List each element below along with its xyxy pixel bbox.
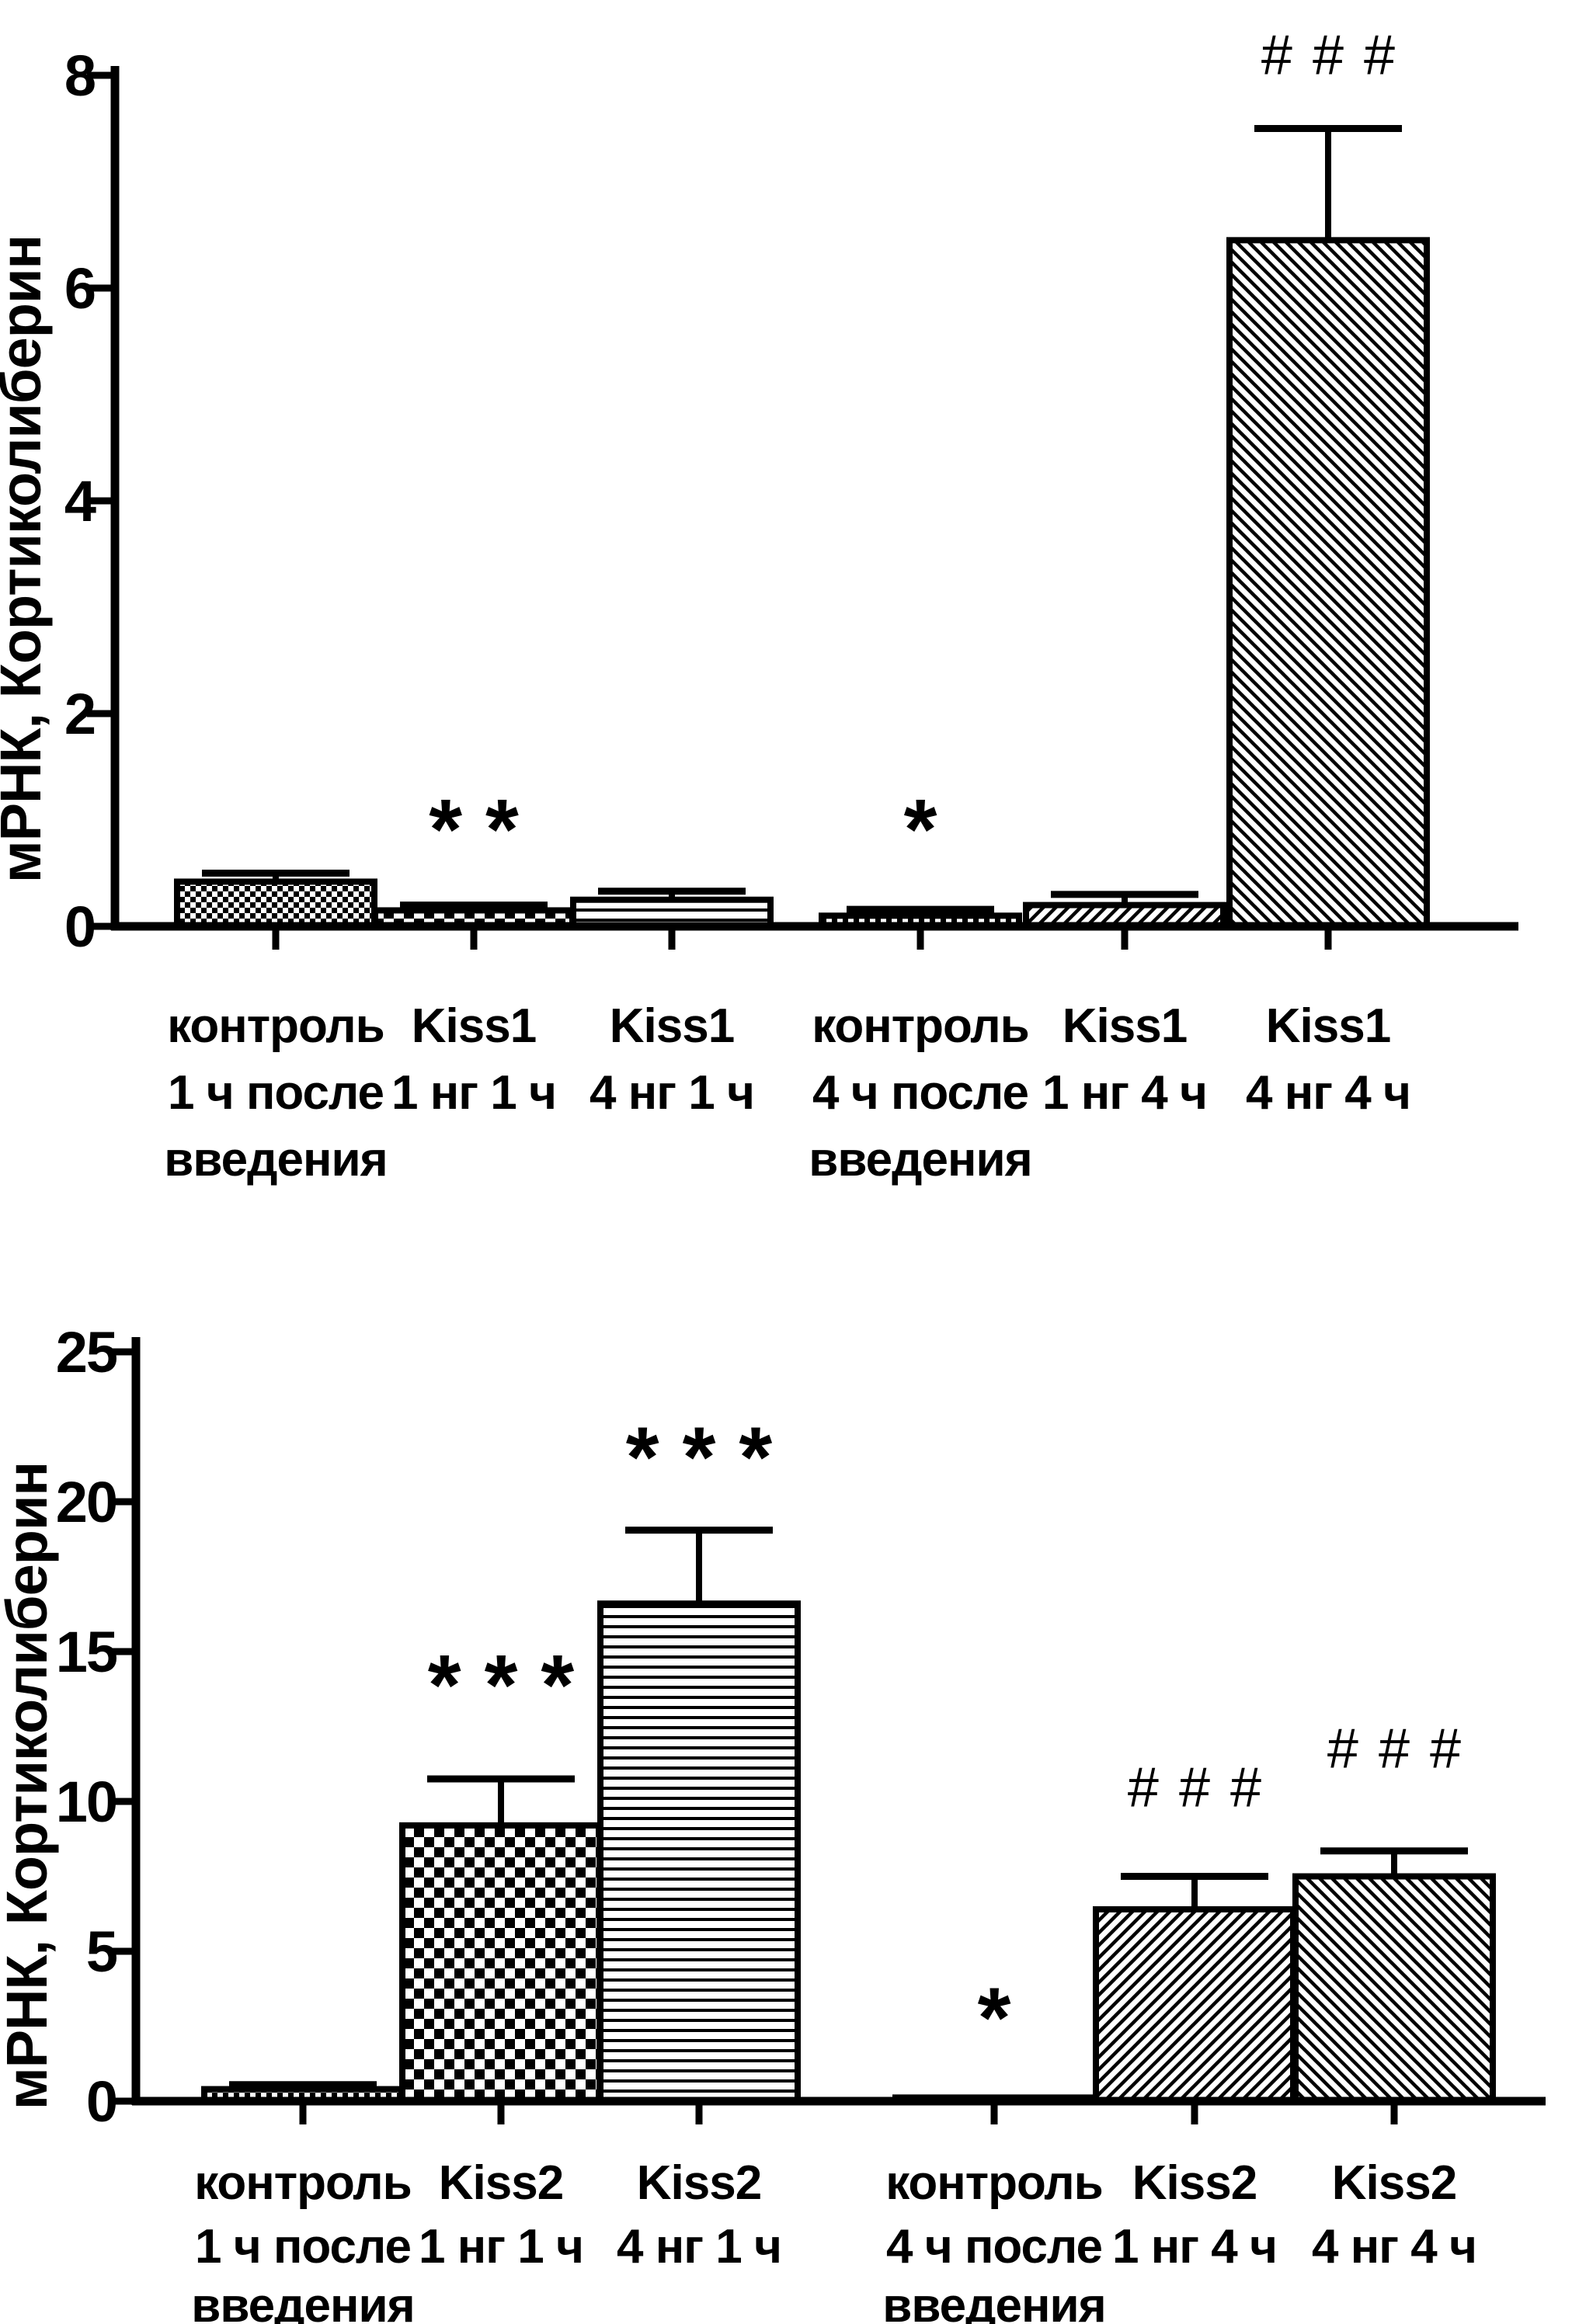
error-bar [427, 1775, 575, 1824]
category-label: 1 ч после [168, 1066, 384, 1120]
significance-annotation: ### [1128, 1757, 1282, 1819]
significance-annotation: * [978, 1970, 1035, 2065]
category-label: контроль [194, 2156, 412, 2210]
category-label: 1 нг 4 ч [1112, 2220, 1277, 2274]
bar-kiss1-1ng-4h [1023, 891, 1226, 929]
significance-annotation: * [904, 782, 961, 877]
category-label: Kiss2 [1132, 2156, 1257, 2210]
kiss2-chart: 0 5 10 15 20 25 контроль 1 ч после введения Kiss2… [0, 1320, 1546, 2324]
category-label: введения [882, 2279, 1105, 2324]
y-tick-label: 2 [64, 682, 95, 746]
y-tick-label: 5 [86, 1919, 117, 1984]
error-bar [847, 905, 994, 915]
y-tick-label: 0 [64, 895, 95, 959]
y-tick-label: 8 [64, 43, 95, 108]
category-label: 4 ч после [812, 1066, 1028, 1120]
bar-kiss2-1ng-4h [1093, 1873, 1296, 2104]
bar-kiss1-4ng-4h [1226, 125, 1430, 930]
bar-kiss1-4ng-1h [570, 888, 774, 929]
category-label: 4 нг 4 ч [1312, 2220, 1476, 2274]
category-label: 4 ч после [886, 2220, 1102, 2274]
category-label: контроль [167, 999, 384, 1053]
y-tick-label: 15 [56, 1620, 117, 1684]
category-label: Kiss1 [1266, 999, 1390, 1053]
y-axis-title: мРНК, Кортиколиберин [0, 1462, 59, 2110]
error-bar [229, 2081, 377, 2089]
category-label: 1 нг 4 ч [1042, 1066, 1207, 1120]
category-label: 4 нг 1 ч [590, 1066, 754, 1120]
significance-annotation: *** [428, 1638, 597, 1733]
error-bar [1121, 1873, 1268, 1908]
y-tick-label: 6 [64, 256, 95, 321]
category-label: контроль [885, 2156, 1103, 2210]
bar-rect [1093, 1905, 1296, 2104]
y-tick-label: 25 [56, 1320, 117, 1384]
bar-rect [1226, 237, 1430, 930]
bar-rect [1292, 1873, 1496, 2104]
category-label: Kiss2 [1332, 2156, 1456, 2210]
category-label: 1 нг 1 ч [419, 2220, 583, 2274]
category-label: введения [191, 2279, 414, 2324]
error-bar [1320, 1847, 1468, 1875]
significance-annotation: ### [1261, 25, 1415, 87]
significance-annotation: ### [1327, 1718, 1481, 1780]
category-label: контроль [812, 999, 1029, 1053]
bar-kiss2-4ng-1h [597, 1527, 801, 2104]
kiss1-chart: 0 2 4 6 8 контроль 1 ч после введения Kiss1 1 нг … [0, 25, 1518, 1186]
y-tick-label: 0 [86, 2069, 117, 2134]
error-bar [1051, 891, 1198, 904]
category-label: Kiss1 [1063, 999, 1187, 1053]
bar-rect [174, 878, 377, 929]
y-tick-label: 20 [56, 1470, 117, 1534]
bar-control-1h [174, 870, 377, 929]
category-label: 4 нг 4 ч [1246, 1066, 1410, 1120]
bar-rect [399, 1822, 603, 2104]
bar-kiss2-4ng-4h [1292, 1847, 1496, 2104]
significance-annotation: ** [429, 782, 542, 877]
error-bar [202, 870, 350, 881]
bar-rect [597, 1600, 801, 2104]
error-bar [400, 901, 548, 909]
category-label: Kiss1 [412, 999, 536, 1053]
category-label: Kiss1 [610, 999, 734, 1053]
y-axis-title: мРНК, Кортиколиберин [0, 235, 53, 883]
category-label: 1 нг 1 ч [391, 1066, 556, 1120]
category-label: Kiss2 [637, 2156, 761, 2210]
y-tick-label: 4 [64, 469, 96, 533]
error-bar [598, 888, 746, 898]
bar-kiss2-1ng-1h [399, 1775, 603, 2104]
category-label: 4 нг 1 ч [617, 2220, 781, 2274]
category-label: введения [164, 1133, 387, 1186]
error-bar [625, 1527, 773, 1603]
category-label: 1 ч после [195, 2220, 411, 2274]
category-label: Kiss2 [439, 2156, 563, 2210]
error-bar [1254, 125, 1402, 239]
y-tick-label: 10 [56, 1770, 117, 1834]
significance-annotation: *** [626, 1410, 795, 1506]
category-label: введения [809, 1133, 1031, 1186]
